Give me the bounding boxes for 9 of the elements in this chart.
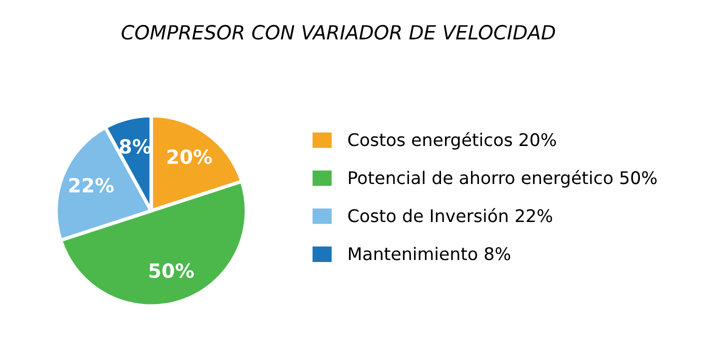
legend-label: Costos energéticos 20% — [348, 132, 556, 150]
data-label: 50% — [149, 263, 194, 278]
legend-label: Mantenimiento 8% — [348, 246, 510, 260]
chart-title: COMPRESOR CON VARIADOR DE VELOCIDAD — [122, 24, 555, 40]
data-label: 20% — [168, 149, 212, 164]
data-label: 22% — [69, 178, 114, 193]
legend-label: Costo de Inversión 22% — [348, 208, 552, 222]
data-label: 8% — [120, 139, 151, 154]
legend-label: Potencial de ahorro energético 50% — [348, 170, 657, 188]
